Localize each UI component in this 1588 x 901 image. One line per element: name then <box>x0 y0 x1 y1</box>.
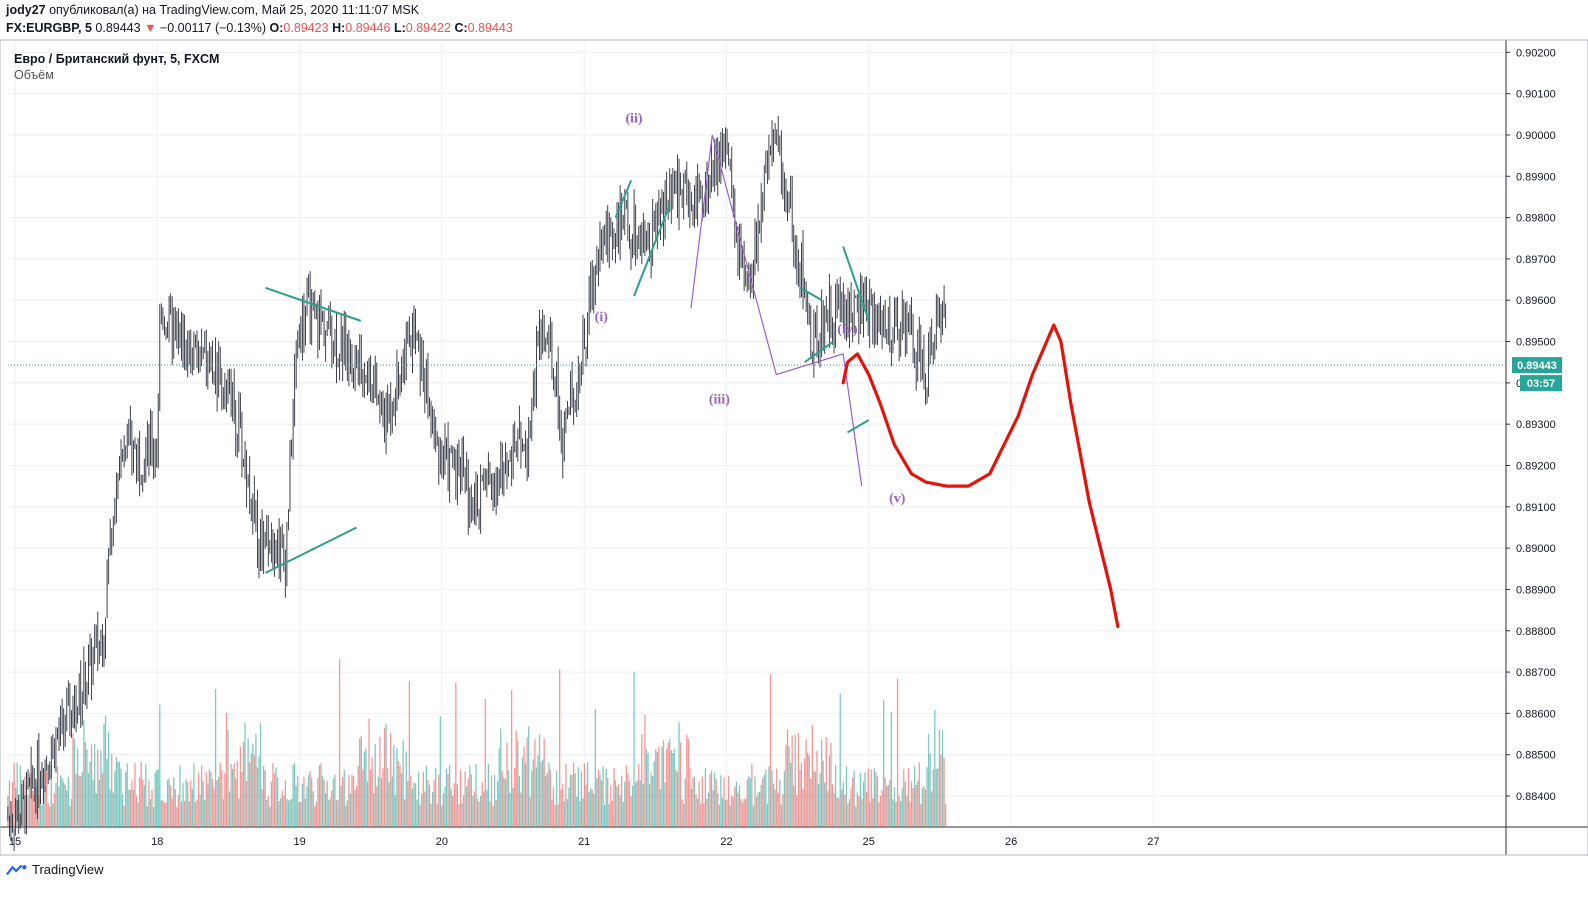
price-tick-label: 0.89900 <box>1516 171 1556 183</box>
close-label: C: <box>454 21 468 35</box>
legend-volume[interactable]: Объём <box>14 68 54 82</box>
price-change: −0.00117 (−0.13%) <box>159 21 267 35</box>
price-tick-label: 0.88500 <box>1516 750 1556 762</box>
last-price: 0.89443 <box>95 21 141 35</box>
price-tick-label: 0.89500 <box>1516 337 1556 349</box>
time-tick-label: 20 <box>436 836 448 848</box>
open-label: O: <box>269 21 284 35</box>
legend-title[interactable]: Евро / Британский фунт, 5, FXCM <box>14 52 220 66</box>
pattern-trendline[interactable] <box>265 286 362 322</box>
time-tick-label: 22 <box>720 836 732 848</box>
price-tick-label: 0.88800 <box>1516 626 1556 638</box>
time-tick-label: 27 <box>1147 836 1159 848</box>
high-label: H: <box>332 21 346 35</box>
high-value: 0.89446 <box>345 21 391 35</box>
pattern-trendline[interactable] <box>804 340 834 364</box>
price-tick-label: 0.89100 <box>1516 502 1556 514</box>
price-tick-label: 0.89200 <box>1516 460 1556 472</box>
last-price-badge-text: 0.89443 <box>1517 360 1557 372</box>
wave-label: (i) <box>595 310 609 325</box>
time-tick-label: 19 <box>293 836 305 848</box>
pattern-trendline[interactable] <box>846 419 870 434</box>
author-name[interactable]: jody27 <box>6 3 46 17</box>
down-arrow-icon: ▼ <box>144 21 157 35</box>
time-tick-label: 26 <box>1005 836 1017 848</box>
price-tick-label: 0.90000 <box>1516 130 1556 142</box>
price-tick-label: 0.89800 <box>1516 213 1556 225</box>
brand-name: TradingView <box>32 862 104 877</box>
close-value: 0.89443 <box>467 21 513 35</box>
low-value: 0.89422 <box>405 21 451 35</box>
wave-label: (v) <box>889 492 906 507</box>
ohlc-line: FX:EURGBP, 5 0.89443 ▼ −0.00117 (−0.13%)… <box>6 21 513 35</box>
elliott-wave-path[interactable] <box>690 134 863 487</box>
pattern-trendline[interactable] <box>265 526 357 574</box>
published-text: опубликовал(а) на TradingView.com, Май 2… <box>49 3 420 17</box>
wave-label: (iii) <box>709 393 730 408</box>
pattern-trendline[interactable] <box>799 286 823 302</box>
price-tick-label: 0.88900 <box>1516 584 1556 596</box>
price-tick-label: 0.88700 <box>1516 667 1556 679</box>
last-price-badge <box>1512 357 1562 374</box>
publication-line: jody27 опубликовал(а) на TradingView.com… <box>6 3 419 17</box>
pattern-trendline[interactable] <box>842 246 870 322</box>
pattern-trendline[interactable] <box>633 204 671 297</box>
chart-background <box>0 40 1588 855</box>
time-tick-label: 25 <box>863 836 875 848</box>
time-tick-label: 15 <box>9 836 21 848</box>
price-tick-label: 0.88600 <box>1516 708 1556 720</box>
symbol-label: FX:EURGBP, 5 <box>6 21 92 35</box>
price-tick-label: 0.89000 <box>1516 543 1556 555</box>
countdown-text: 03:57 <box>1527 378 1555 390</box>
wave-label: (ii) <box>625 112 642 127</box>
chart-frame <box>0 39 1588 856</box>
price-tick-label: 0.89700 <box>1516 254 1556 266</box>
open-value: 0.89423 <box>283 21 329 35</box>
price-tick-label: 0.89600 <box>1516 295 1556 307</box>
countdown-badge <box>1520 375 1562 392</box>
low-label: L: <box>393 21 406 35</box>
price-tick-label: 0.90200 <box>1516 47 1556 59</box>
price-tick-label: 0.89300 <box>1516 419 1556 431</box>
footer-brand: TradingView <box>6 862 104 877</box>
chart-legend: Евро / Британский фунт, 5, FXCM Объём <box>14 52 219 82</box>
tradingview-logo-icon <box>6 864 27 875</box>
time-tick-label: 21 <box>578 836 590 848</box>
forecast-path[interactable] <box>841 323 1120 629</box>
price-tick-label: 0.90100 <box>1516 89 1556 101</box>
time-tick-label: 18 <box>151 836 163 848</box>
wave-label: (iv) <box>837 322 858 337</box>
pattern-trendline[interactable] <box>614 180 633 218</box>
price-tick-label: 0.88400 <box>1516 791 1556 803</box>
